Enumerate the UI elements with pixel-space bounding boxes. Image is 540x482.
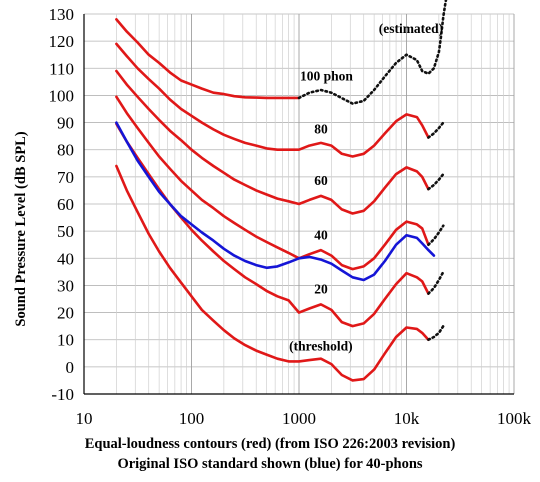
caption-line-1: Equal-loudness contours (red) (from ISO … [84, 436, 456, 452]
estimated-dotted-segment [427, 172, 445, 191]
estimated-dotted-segment [427, 121, 445, 139]
x-tick-label: 100k [497, 409, 532, 428]
y-tick-label: 70 [57, 168, 74, 187]
equal-loudness-contour-line [115, 122, 430, 328]
x-tick-label: 10k [394, 409, 420, 428]
curve-label: (estimated) [379, 21, 443, 36]
equal-loudness-contour-line [115, 69, 430, 215]
curve-labels: (estimated) 100 phon 80 60 40 20 (threshold) [289, 21, 443, 354]
curve-label: 100 phon [300, 69, 353, 84]
estimated-dotted-segment [427, 270, 445, 295]
estimated-dotted-segment [297, 0, 448, 105]
curve-label: 80 [314, 121, 328, 136]
plot-series [115, 0, 448, 382]
x-tick-label: 10 [76, 409, 93, 428]
y-tick-label: 0 [66, 358, 75, 377]
curve-label: 40 [314, 227, 328, 242]
y-tick-label: 30 [57, 276, 74, 295]
iso-original-40-phon-line [115, 121, 436, 282]
x-tick-label: 100 [179, 409, 205, 428]
y-tick-label: 90 [57, 114, 74, 133]
caption-line-2: Original ISO standard shown (blue) for 4… [117, 456, 423, 472]
y-tick-label: 60 [57, 195, 74, 214]
equal-loudness-contour-line [115, 164, 430, 382]
y-tick-label: 40 [57, 249, 74, 268]
y-tick-label: 50 [57, 222, 74, 241]
x-tick-label: 1000 [282, 409, 316, 428]
equal-loudness-contour-line [115, 18, 301, 100]
y-tick-label: 10 [57, 331, 74, 350]
y-tick-label: 110 [49, 59, 74, 78]
y-tick-label: 100 [49, 86, 75, 105]
y-axis-title: Sound Pressure Level (dB SPL) [13, 131, 29, 326]
equal-loudness-contour-line [115, 95, 430, 271]
y-axis-ticks: -10 0 10 20 30 40 50 60 70 80 90 100 110 120 130 [49, 5, 75, 404]
y-tick-label: -10 [51, 385, 74, 404]
y-tick-label: 120 [49, 32, 75, 51]
y-tick-label: 130 [49, 5, 75, 24]
estimated-dotted-segment [427, 224, 445, 246]
x-axis-ticks: 10 100 1000 10k 100k [76, 409, 532, 428]
curve-label: 60 [314, 173, 328, 188]
equal-loudness-contour-line [115, 42, 430, 158]
grid-lines [83, 13, 515, 395]
y-tick-label: 20 [57, 304, 74, 323]
y-tick-label: 80 [57, 141, 74, 160]
estimated-dotted-segment [427, 324, 445, 342]
curve-label: (threshold) [289, 339, 353, 354]
curve-label: 20 [314, 282, 328, 297]
